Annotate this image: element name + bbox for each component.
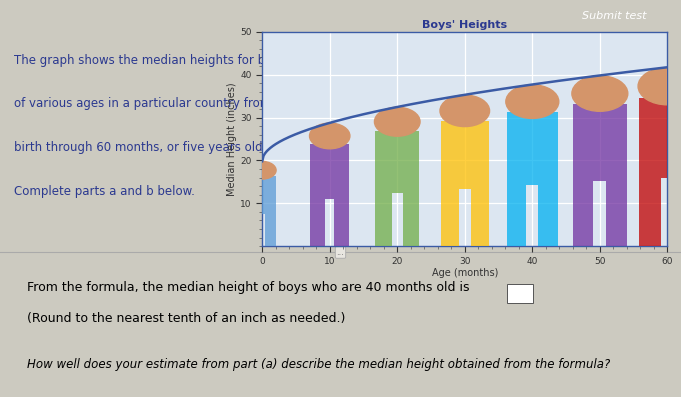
Bar: [266, 214, 276, 246]
Bar: [311, 199, 325, 246]
Bar: [441, 189, 459, 246]
Bar: [674, 178, 681, 246]
Text: Complete parts a and b below.: Complete parts a and b below.: [14, 185, 195, 198]
Circle shape: [375, 107, 420, 136]
Circle shape: [249, 162, 276, 179]
Text: Submit test: Submit test: [582, 11, 647, 21]
Bar: [249, 214, 259, 246]
Bar: [375, 131, 419, 193]
Circle shape: [310, 123, 350, 149]
Text: (Round to the nearest tenth of an inch as needed.): (Round to the nearest tenth of an inch a…: [27, 312, 346, 326]
Bar: [402, 193, 419, 246]
Bar: [311, 144, 349, 199]
Circle shape: [638, 67, 681, 105]
Bar: [639, 98, 681, 178]
Bar: [471, 189, 489, 246]
Text: From the formula, the median height of boys who are 40 months old is: From the formula, the median height of b…: [27, 281, 470, 295]
Text: The graph shows the median heights for boys: The graph shows the median heights for b…: [14, 54, 285, 67]
Bar: [249, 176, 276, 214]
Bar: [507, 112, 558, 185]
Circle shape: [506, 85, 559, 118]
Text: ...: ...: [336, 248, 345, 257]
Bar: [606, 181, 627, 246]
Bar: [375, 193, 392, 246]
Y-axis label: Median Height (inches): Median Height (inches): [227, 82, 238, 196]
Bar: [441, 121, 489, 189]
Bar: [639, 178, 661, 246]
Bar: [573, 181, 593, 246]
Bar: [539, 185, 558, 246]
Text: How well does your estimate from part (a) describe the median height obtained fr: How well does your estimate from part (a…: [27, 358, 610, 370]
Bar: [507, 185, 526, 246]
Circle shape: [440, 95, 490, 127]
Bar: [573, 104, 627, 181]
X-axis label: Age (months): Age (months): [432, 268, 498, 278]
Text: of various ages in a particular country from: of various ages in a particular country …: [14, 97, 271, 110]
Bar: [334, 199, 349, 246]
FancyBboxPatch shape: [507, 283, 533, 303]
Title: Boys' Heights: Boys' Heights: [422, 19, 507, 30]
Circle shape: [572, 76, 628, 111]
Text: birth through 60 months, or five years old.: birth through 60 months, or five years o…: [14, 141, 266, 154]
